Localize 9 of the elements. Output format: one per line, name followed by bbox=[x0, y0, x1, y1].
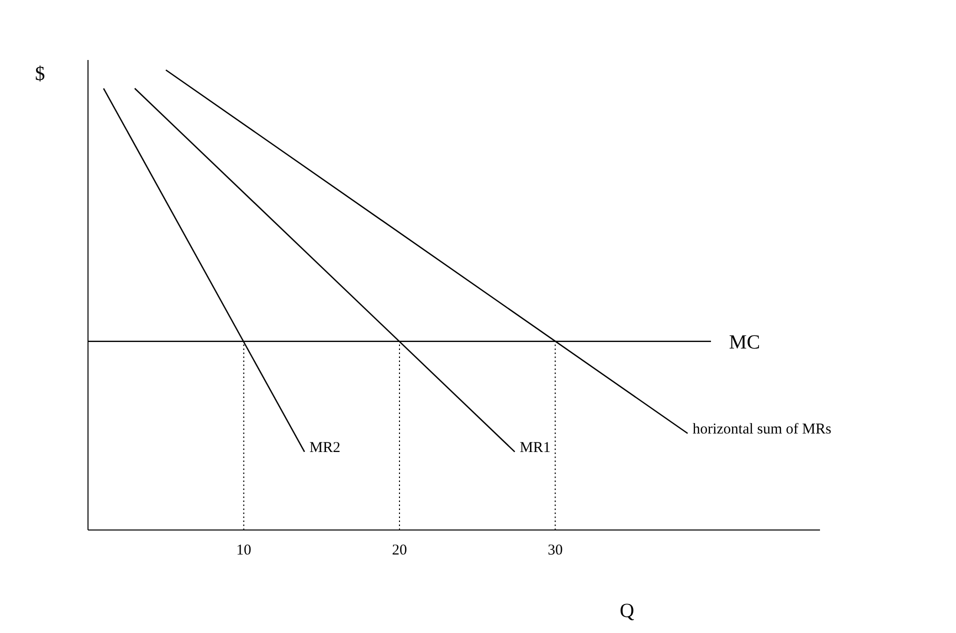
series-label: MC bbox=[728, 331, 760, 354]
series-label: MR2 bbox=[309, 440, 340, 456]
y-axis-title: $ bbox=[35, 63, 45, 85]
x-tick-label: 10 bbox=[236, 542, 252, 559]
series-label: MR1 bbox=[520, 440, 551, 456]
x-axis-title: Q bbox=[620, 600, 635, 622]
series-label: horizontal sum of MRs bbox=[692, 421, 832, 438]
x-tick-label: 20 bbox=[392, 542, 407, 559]
x-tick-label: 30 bbox=[548, 542, 563, 559]
